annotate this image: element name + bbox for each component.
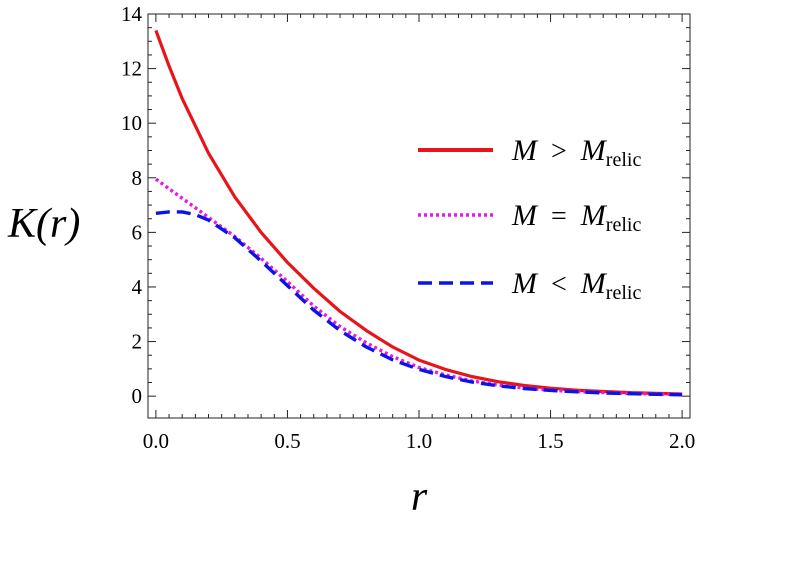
y-axis-label: K(r) [7, 201, 80, 247]
y-tick-label: 4 [132, 275, 143, 299]
legend-sub: relic [606, 282, 642, 304]
axes-layer: 0.0 0.5 1.0 1.5 2.0 0 2 4 6 8 10 12 14 [121, 2, 695, 453]
y-tick-label: 0 [132, 384, 143, 408]
series-line-3 [155, 210, 683, 397]
legend-entry-3: M < Mrelic [418, 267, 641, 304]
y-tick-label: 2 [132, 330, 143, 354]
legend-op: = [551, 201, 567, 232]
legend-entry-2: M = Mrelic [418, 199, 641, 236]
y-tick-label: 14 [121, 2, 143, 26]
x-tick-label: 2.0 [669, 429, 695, 453]
legend-label: M > Mrelic [511, 134, 641, 171]
legend-op: > [551, 136, 567, 167]
y-tick-label: 8 [132, 166, 143, 190]
legend-label: M = Mrelic [511, 199, 641, 236]
legend-label: M < Mrelic [511, 267, 641, 304]
legend-rhs: M [580, 134, 608, 167]
x-axis-label: r [411, 474, 428, 520]
legend-sub: relic [606, 149, 642, 171]
legend-var: M [511, 134, 539, 167]
legend-var: M [511, 199, 539, 232]
x-tick-label: 1.5 [537, 429, 563, 453]
legend-rhs: M [580, 199, 608, 232]
legend-sub: relic [606, 214, 642, 236]
y-tick-label: 6 [132, 220, 143, 244]
x-tick-label: 0.0 [143, 429, 169, 453]
legend-op: < [551, 269, 567, 300]
legend-var: M [511, 267, 539, 300]
series-layer [154, 29, 683, 397]
y-tick-label: 12 [121, 57, 142, 81]
x-tick-label: 1.0 [406, 429, 432, 453]
y-tick-label: 10 [121, 111, 142, 135]
legend-entry-1: M > Mrelic [418, 134, 641, 171]
x-tick-label: 0.5 [274, 429, 300, 453]
axis-labels: K(r) r [7, 201, 428, 520]
legend-rhs: M [580, 267, 608, 300]
